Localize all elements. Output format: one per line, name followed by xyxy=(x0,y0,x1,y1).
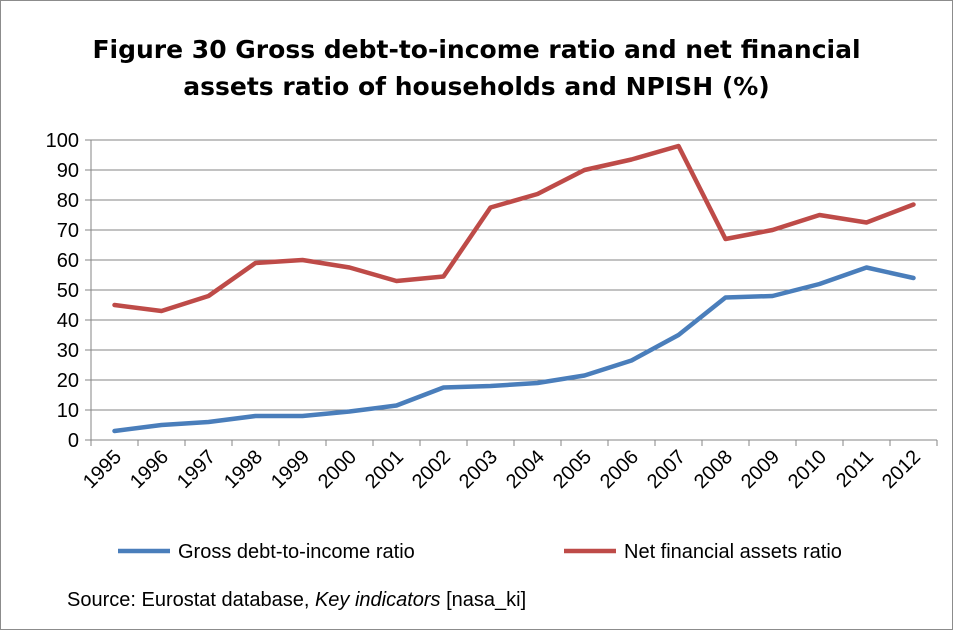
y-tick-label-60: 60 xyxy=(57,250,79,272)
y-tick-label-80: 80 xyxy=(57,190,79,212)
y-tick-label-30: 30 xyxy=(57,340,79,362)
x-tick-label-2007: 2007 xyxy=(643,446,690,493)
source-prefix: Source: Eurostat database, xyxy=(67,589,315,611)
x-tick-label-2001: 2001 xyxy=(361,446,408,493)
x-tick-label-2010: 2010 xyxy=(784,446,831,493)
chart-title: Figure 30 Gross debt-to-income ratio and… xyxy=(1,31,952,105)
x-tick-label-1996: 1996 xyxy=(126,446,173,493)
series-line-2 xyxy=(112,143,916,314)
y-tick-label-10: 10 xyxy=(57,400,79,422)
x-tick-label-2002: 2002 xyxy=(408,446,455,493)
y-tick-label-20: 20 xyxy=(57,370,79,392)
x-axis-tick-labels: 1995 1996 1997 1998 1999 2000 2001 2002 2003 2004… xyxy=(79,446,925,493)
chart-title-line-1: Figure 30 Gross debt-to-income ratio and… xyxy=(92,35,861,64)
source-suffix: [nasa_ki] xyxy=(440,589,527,611)
y-tick-label-100: 100 xyxy=(46,130,79,152)
series-line-1 xyxy=(112,265,916,434)
x-tick-label-2009: 2009 xyxy=(737,446,784,493)
x-tick-label-2000: 2000 xyxy=(314,446,361,493)
axes xyxy=(85,139,938,446)
x-tick-label-2008: 2008 xyxy=(690,446,737,493)
x-tick-label-1997: 1997 xyxy=(173,446,220,493)
y-tick-label-70: 70 xyxy=(57,220,79,242)
x-tick-label-2005: 2005 xyxy=(549,446,596,493)
y-axis-tick-labels: 0 10 20 30 40 50 60 70 80 90 100 xyxy=(46,130,79,452)
x-tick-label-2012: 2012 xyxy=(878,446,925,493)
x-tick-label-2006: 2006 xyxy=(596,446,643,493)
x-tick-label-1999: 1999 xyxy=(267,446,314,493)
x-tick-label-1995: 1995 xyxy=(79,446,126,493)
y-tick-label-50: 50 xyxy=(57,280,79,302)
gridlines xyxy=(91,139,937,411)
x-tick-label-2003: 2003 xyxy=(455,446,502,493)
source-italic: Key indicators xyxy=(314,589,441,611)
x-tick-label-2004: 2004 xyxy=(502,446,549,493)
legend: Gross debt-to-income ratio Net financial … xyxy=(118,541,842,563)
x-tick-label-2011: 2011 xyxy=(832,446,878,492)
series-lines xyxy=(112,143,916,434)
source-note: Source: Eurostat database, Key indicator… xyxy=(67,589,526,612)
legend-label-2: Net financial assets ratio xyxy=(624,541,842,563)
legend-label-1: Gross debt-to-income ratio xyxy=(178,541,415,563)
x-tick-label-1998: 1998 xyxy=(220,446,267,493)
chart-title-line-2: assets ratio of households and NPISH (%) xyxy=(183,72,770,101)
y-tick-label-90: 90 xyxy=(57,160,79,182)
y-tick-label-40: 40 xyxy=(57,310,79,332)
y-tick-label-0: 0 xyxy=(68,430,79,452)
